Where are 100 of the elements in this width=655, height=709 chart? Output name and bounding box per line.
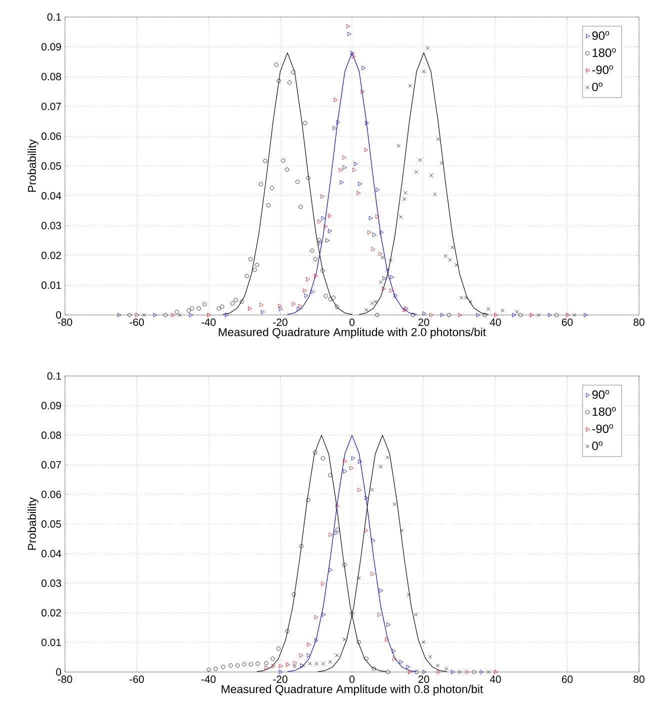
point (386, 456, 390, 460)
point (299, 544, 304, 548)
point (320, 456, 325, 460)
point (321, 216, 326, 220)
point (451, 670, 455, 674)
point (480, 670, 484, 674)
point (436, 137, 440, 141)
point (314, 615, 318, 620)
x-tick-label: 80 (634, 676, 644, 683)
point (347, 32, 352, 36)
point (350, 466, 354, 470)
y-tick-label: 0.08 (42, 432, 62, 439)
point (306, 498, 310, 502)
point (382, 286, 386, 291)
point (326, 238, 330, 243)
point (486, 307, 490, 311)
point (414, 170, 418, 174)
point (554, 312, 559, 318)
point (285, 168, 290, 172)
point (408, 84, 412, 88)
point (331, 296, 336, 300)
point (340, 180, 344, 185)
point (368, 230, 372, 235)
point (378, 612, 382, 617)
point (422, 70, 426, 74)
y-axis-title: Probability (28, 497, 38, 550)
point (386, 622, 390, 627)
point (572, 313, 576, 317)
x-tick-label: 0 (350, 676, 354, 683)
point (313, 257, 318, 262)
point (374, 300, 378, 304)
point (276, 78, 281, 83)
point (292, 664, 296, 668)
y-tick-label: 0 (56, 311, 62, 319)
point (368, 216, 373, 220)
point (299, 653, 304, 658)
x-tick-label: 40 (490, 318, 501, 326)
point (378, 252, 382, 256)
point (248, 257, 253, 262)
point (338, 168, 343, 172)
point (244, 274, 249, 278)
point (298, 304, 302, 308)
point (254, 262, 259, 267)
point (321, 582, 326, 586)
point (468, 300, 472, 304)
point (392, 502, 397, 506)
legend-label: 90$^{o}$ (592, 31, 610, 40)
point (354, 162, 358, 166)
point (328, 214, 332, 218)
point (433, 192, 437, 196)
point (142, 313, 146, 317)
line-series (287, 434, 417, 672)
point (328, 297, 332, 302)
legend-label: -90$^{o}$ (592, 65, 614, 74)
point (236, 663, 240, 668)
point (324, 224, 328, 229)
point (414, 612, 418, 616)
point (389, 288, 394, 293)
point (378, 464, 383, 468)
point (202, 302, 207, 306)
point (350, 612, 354, 616)
point (313, 450, 318, 454)
point (135, 312, 140, 318)
point (446, 312, 451, 318)
x-axis-title: Measured Quadrature Amplitude with 0.8 photon/bit (222, 684, 484, 696)
point (388, 258, 393, 262)
point (310, 248, 314, 253)
y-axis-title: Probability (28, 139, 38, 192)
legend-label: -90$^{o}$ (592, 424, 614, 434)
point (310, 290, 315, 294)
x-tick-label: -40 (201, 318, 216, 326)
point (342, 562, 347, 567)
y-tick-label: 0.06 (42, 132, 62, 140)
point (263, 158, 268, 163)
point (174, 310, 179, 314)
y-tick-label: 0.03 (42, 580, 62, 587)
point (422, 640, 426, 644)
point (371, 538, 376, 543)
point (321, 662, 326, 666)
y-tick-label: 0.09 (42, 43, 61, 51)
point (328, 532, 333, 537)
point (440, 161, 444, 165)
y-tick-label: 0.05 (42, 162, 62, 170)
x-tick-label: -60 (130, 318, 144, 326)
point (392, 656, 396, 661)
point (422, 311, 426, 316)
point (343, 458, 347, 464)
point (336, 528, 340, 532)
point (476, 312, 480, 318)
point (278, 670, 283, 674)
point (346, 24, 350, 28)
point (396, 144, 400, 148)
point (328, 660, 332, 664)
point (264, 665, 268, 670)
point (260, 310, 265, 314)
point (410, 312, 416, 318)
point (278, 304, 282, 308)
point (440, 312, 444, 318)
point (448, 258, 452, 262)
point (332, 126, 337, 130)
